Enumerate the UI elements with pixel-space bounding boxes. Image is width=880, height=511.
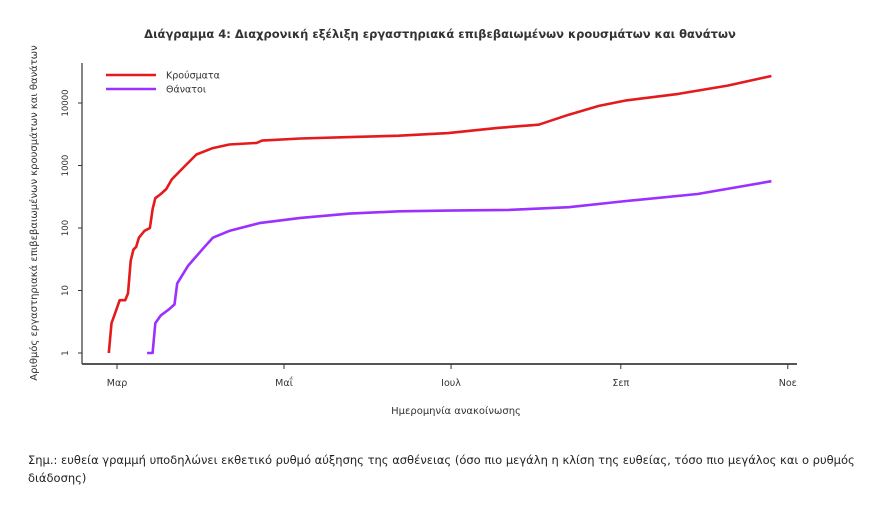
y-tick-label: 1000 [61, 155, 71, 177]
legend: Κρούσματα Θάνατοι [106, 71, 220, 96]
x-tick-label: Νοε [779, 378, 797, 389]
chart: Διάγραμμα 4: Διαχρονική εξέλιξη εργαστηρ… [28, 27, 797, 417]
footnote: Σημ.: ευθεία γραμμή υποδηλώνει εκθετικό … [28, 453, 855, 485]
y-axis-label: Αριθμός εργαστηριακά επιβεβαιωμένων κρου… [28, 45, 40, 381]
x-tick-label: Μαΐ [275, 377, 293, 389]
y-tick-label: 10000 [61, 89, 71, 116]
x-tick-label: Μαρ [107, 378, 128, 389]
x-axis-label: Ημερομηνία ανακοίνωσης [391, 405, 521, 417]
y-tick-label: 10 [61, 285, 71, 296]
series-line-1 [147, 179, 772, 355]
legend-label: Κρούσματα [166, 71, 220, 82]
chart-title: Διάγραμμα 4: Διαχρονική εξέλιξη εργαστηρ… [144, 27, 736, 41]
legend-label: Θάνατοι [166, 85, 206, 96]
y-tick-label: 1 [61, 350, 71, 355]
x-tick-label: Ιουλ [441, 378, 461, 389]
series-line-0 [107, 74, 772, 354]
x-tick-label: Σεπ [612, 378, 629, 389]
y-tick-label: 100 [61, 220, 71, 236]
